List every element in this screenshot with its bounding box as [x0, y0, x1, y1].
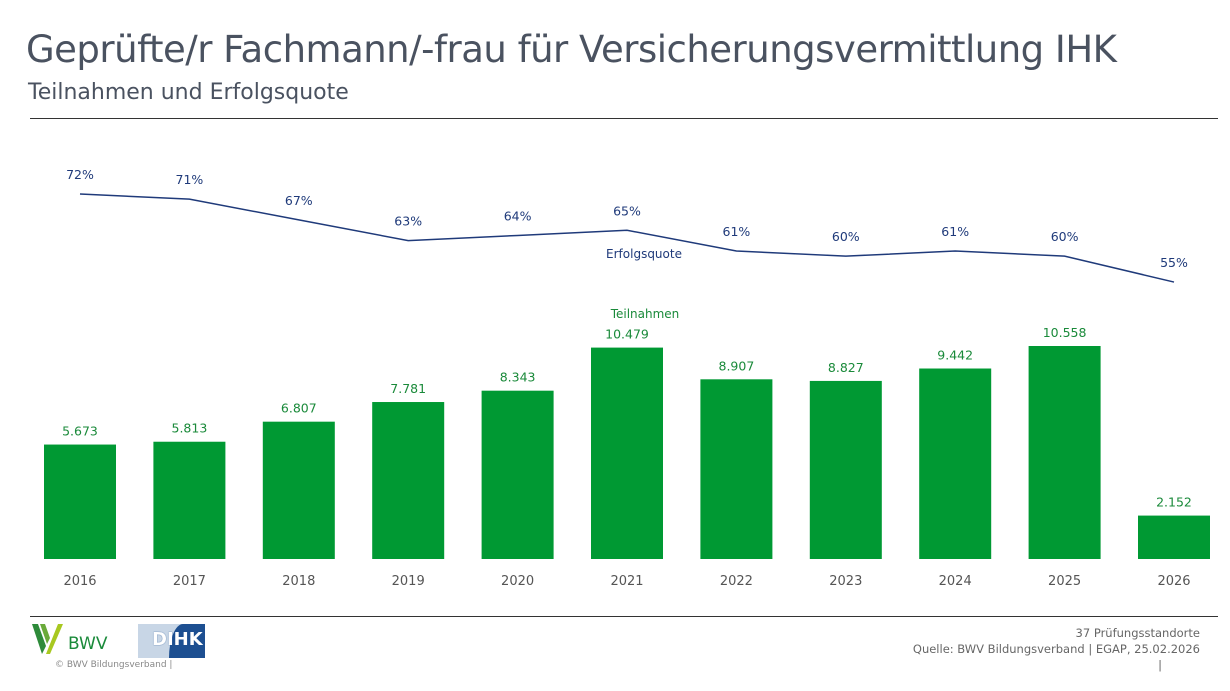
bar-label-2025: 10.558 — [1043, 325, 1087, 340]
x-tick-2022: 2022 — [720, 574, 753, 589]
bar-label-2022: 8.907 — [719, 358, 755, 373]
line-label-2021: 65% — [613, 203, 641, 218]
x-tick-2025: 2025 — [1048, 574, 1081, 589]
bar-2024 — [919, 368, 992, 559]
line-label-2020: 64% — [504, 208, 532, 223]
bar-label-2018: 6.807 — [281, 401, 317, 416]
page-title: Geprüfte/r Fachmann/-frau für Versicheru… — [26, 28, 1117, 71]
line-label-2018: 67% — [285, 193, 313, 208]
bar-label-2024: 9.442 — [937, 348, 973, 363]
chart: 5.673 2016 72% 5.813 2017 71% 6.807 2018 67% 7.78… — [44, 167, 1210, 589]
x-tick-2024: 2024 — [939, 574, 972, 589]
bar-label-2026: 2.152 — [1156, 495, 1192, 510]
source-note: Quelle: BWV Bildungsverband | EGAP, 25.0… — [912, 642, 1200, 656]
bar-2023 — [809, 380, 882, 559]
bar-2017 — [153, 441, 226, 559]
line-label-2024: 61% — [941, 224, 969, 239]
x-tick-2020: 2020 — [501, 574, 534, 589]
x-tick-2019: 2019 — [392, 574, 425, 589]
bar-2018 — [262, 421, 335, 559]
bar-2021 — [591, 347, 663, 559]
line-label-2025: 60% — [1051, 229, 1079, 244]
bar-2020 — [481, 390, 554, 559]
bar-label-2016: 5.673 — [62, 424, 98, 439]
bar-label-2023: 8.827 — [828, 360, 864, 375]
line-label-2022: 61% — [723, 224, 751, 239]
line-label-2017: 71% — [176, 172, 204, 187]
x-tick-2016: 2016 — [63, 574, 96, 589]
bar-2019 — [372, 402, 445, 559]
bar-label-2020: 8.343 — [500, 370, 536, 385]
bar-2022 — [700, 379, 773, 559]
line-label-2019: 63% — [394, 214, 422, 229]
x-tick-2023: 2023 — [829, 574, 862, 589]
bar-label-2017: 5.813 — [172, 421, 208, 436]
page-subtitle: Teilnahmen und Erfolgsquote — [28, 80, 349, 105]
bar-2026 — [1138, 515, 1210, 559]
bar-2016 — [44, 444, 116, 559]
line-label-2026: 55% — [1160, 255, 1188, 270]
bwv-logo: BWV — [32, 624, 112, 662]
copyright: © BWV Bildungsverband | — [55, 660, 173, 670]
x-tick-2026: 2026 — [1157, 574, 1190, 589]
locations-note: 37 Prüfungsstandorte — [1075, 626, 1200, 640]
header-divider — [30, 118, 1218, 119]
x-tick-2021: 2021 — [610, 574, 643, 589]
footer-separator: | — [1158, 658, 1162, 672]
footer-divider — [30, 616, 1218, 617]
line-erfolgsquote — [79, 193, 1175, 283]
line-label-2016: 72% — [66, 167, 94, 182]
bar-label-2021: 10.479 — [605, 327, 649, 342]
x-tick-2018: 2018 — [282, 574, 315, 589]
series-label-teilnahmen: Teilnahmen — [610, 307, 680, 321]
bar-label-2019: 7.781 — [390, 381, 426, 396]
x-tick-2017: 2017 — [173, 574, 206, 589]
series-label-erfolgsquote: Erfolgsquote — [606, 247, 682, 261]
bar-2025 — [1028, 346, 1101, 559]
dihk-logo: DIHK — [138, 624, 205, 658]
line-label-2023: 60% — [832, 229, 860, 244]
